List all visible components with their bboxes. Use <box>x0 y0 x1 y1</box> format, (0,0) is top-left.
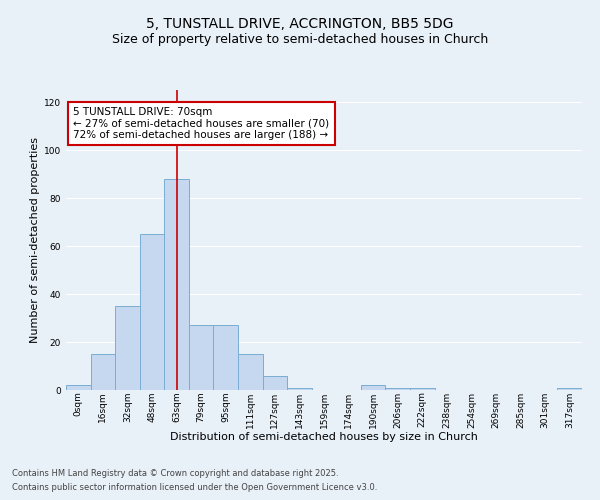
Bar <box>410 388 434 390</box>
Bar <box>214 325 238 390</box>
Bar <box>164 179 189 390</box>
Bar <box>189 325 214 390</box>
Bar <box>66 385 91 390</box>
Bar <box>385 388 410 390</box>
Text: 5 TUNSTALL DRIVE: 70sqm
← 27% of semi-detached houses are smaller (70)
72% of se: 5 TUNSTALL DRIVE: 70sqm ← 27% of semi-de… <box>73 107 329 140</box>
Bar <box>115 306 140 390</box>
Bar <box>140 234 164 390</box>
Bar <box>238 354 263 390</box>
Bar <box>263 376 287 390</box>
Bar <box>557 388 582 390</box>
Bar <box>287 388 312 390</box>
Text: Contains HM Land Registry data © Crown copyright and database right 2025.: Contains HM Land Registry data © Crown c… <box>12 468 338 477</box>
Text: 5, TUNSTALL DRIVE, ACCRINGTON, BB5 5DG: 5, TUNSTALL DRIVE, ACCRINGTON, BB5 5DG <box>146 18 454 32</box>
Bar <box>91 354 115 390</box>
Y-axis label: Number of semi-detached properties: Number of semi-detached properties <box>30 137 40 343</box>
Text: Contains public sector information licensed under the Open Government Licence v3: Contains public sector information licen… <box>12 484 377 492</box>
Text: Size of property relative to semi-detached houses in Church: Size of property relative to semi-detach… <box>112 32 488 46</box>
X-axis label: Distribution of semi-detached houses by size in Church: Distribution of semi-detached houses by … <box>170 432 478 442</box>
Bar <box>361 385 385 390</box>
